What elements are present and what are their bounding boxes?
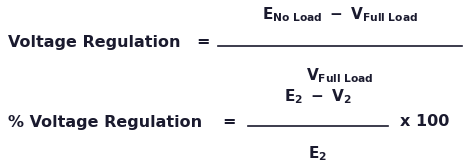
Text: % Voltage Regulation: % Voltage Regulation xyxy=(8,114,202,130)
Text: x 100: x 100 xyxy=(400,114,449,130)
Text: $\mathregular{E_2\ -\ V_2}$: $\mathregular{E_2\ -\ V_2}$ xyxy=(284,87,352,106)
Text: =: = xyxy=(196,34,210,50)
Text: =: = xyxy=(222,114,236,130)
Text: $\mathregular{E_{No\ Load}\ -\ V_{Full\ Load}}$: $\mathregular{E_{No\ Load}\ -\ V_{Full\ … xyxy=(262,5,418,24)
Text: Voltage Regulation: Voltage Regulation xyxy=(8,34,181,50)
Text: $\mathregular{V_{Full\ Load}}$: $\mathregular{V_{Full\ Load}}$ xyxy=(306,66,374,85)
Text: $\mathregular{E_2}$: $\mathregular{E_2}$ xyxy=(309,144,328,163)
